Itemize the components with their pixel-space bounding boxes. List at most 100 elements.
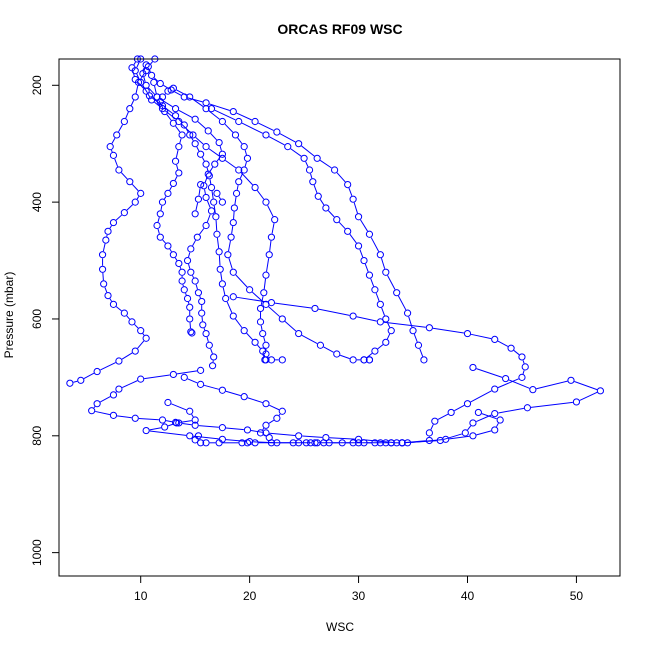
data-point: [295, 140, 303, 148]
data-point: [211, 160, 219, 168]
data-point: [156, 79, 164, 88]
data-point: [232, 189, 241, 197]
series-line-segment: [193, 435, 219, 440]
data-point: [202, 329, 210, 338]
data-point: [191, 140, 199, 148]
data-point: [371, 439, 379, 447]
data-point: [240, 327, 248, 335]
series-line-segment: [165, 420, 173, 423]
data-point: [491, 385, 499, 393]
data-point: [238, 439, 246, 447]
data-point: [171, 105, 180, 113]
data-point: [235, 117, 243, 126]
series-line-segment: [266, 258, 270, 272]
data-point: [218, 117, 226, 126]
data-point: [200, 182, 208, 190]
series-line-segment: [241, 122, 263, 134]
series-line-segment: [470, 333, 492, 340]
data-point: [360, 439, 368, 447]
x-tick-label: 20: [243, 589, 257, 603]
data-point: [243, 439, 252, 447]
data-series: [213, 189, 226, 206]
data-point: [267, 356, 276, 364]
series-line-segment: [115, 214, 123, 221]
data-point: [186, 407, 194, 415]
series-line-segment: [377, 344, 384, 350]
series-line-segment: [522, 360, 525, 364]
data-point: [186, 315, 194, 323]
data-point: [205, 341, 213, 349]
series-line-segment: [305, 161, 309, 167]
data-point: [382, 268, 390, 276]
data-point: [207, 105, 216, 113]
data-point: [197, 380, 205, 388]
data-point: [109, 411, 118, 419]
series-line-segment: [470, 390, 492, 403]
series-line-segment: [143, 68, 146, 71]
data-point: [251, 439, 259, 447]
data-point: [243, 154, 252, 162]
series-line-segment: [269, 240, 272, 252]
series-line-segment: [268, 419, 275, 424]
data-point: [349, 312, 357, 320]
data-point: [164, 242, 172, 250]
data-point: [194, 289, 203, 297]
series-line-segment: [121, 172, 128, 180]
series-line-segment: [449, 435, 470, 440]
data-point: [227, 233, 235, 241]
data-point: [215, 248, 223, 256]
data-point: [164, 87, 172, 95]
series-line-segment: [160, 205, 163, 211]
series-line-segment: [284, 320, 297, 332]
data-point: [295, 329, 303, 338]
data-point: [365, 230, 374, 238]
series-line-segment: [195, 284, 198, 290]
series-line-segment: [536, 380, 568, 390]
series-line-segment: [380, 257, 386, 269]
series-line-segment: [175, 125, 181, 133]
series-line-segment: [178, 109, 193, 118]
series-line-segment: [174, 257, 178, 261]
data-point: [169, 370, 177, 379]
data-point: [142, 426, 150, 435]
data-point: [142, 334, 150, 342]
series-line-segment: [370, 237, 380, 252]
series-line-segment: [179, 138, 182, 144]
series-line-segment: [185, 292, 187, 296]
series-line-segment: [443, 433, 463, 440]
series-line-segment: [109, 298, 112, 302]
data-point: [229, 218, 237, 227]
series-line-segment: [498, 407, 524, 414]
data-point: [474, 408, 482, 417]
series-line-segment: [231, 226, 234, 234]
data-point: [431, 417, 439, 425]
data-point: [126, 105, 134, 113]
series-line-segment: [133, 61, 136, 65]
data-point: [325, 439, 333, 447]
series-line-segment: [349, 233, 357, 244]
data-point: [189, 131, 197, 139]
data-point: [131, 414, 139, 422]
series-line-segment: [313, 184, 318, 194]
data-point: [230, 204, 238, 212]
series-line-segment: [208, 148, 220, 157]
data-point: [186, 131, 194, 139]
data-point: [131, 93, 139, 101]
series-line-segment: [497, 378, 519, 389]
data-point: [251, 183, 259, 192]
series-line-segment: [210, 133, 218, 141]
series-line-segment: [188, 252, 191, 258]
data-point: [183, 294, 192, 303]
series-line-segment: [191, 137, 194, 141]
data-point: [193, 233, 201, 241]
data-point: [596, 387, 604, 395]
data-point: [134, 78, 143, 86]
series-line-segment: [454, 404, 465, 412]
series-line-segment: [192, 240, 197, 246]
data-point: [229, 312, 237, 320]
data-point: [572, 398, 581, 406]
series-line-segment: [149, 430, 187, 436]
data-point: [215, 138, 223, 147]
data-point: [98, 251, 107, 259]
series-line-segment: [234, 196, 237, 205]
